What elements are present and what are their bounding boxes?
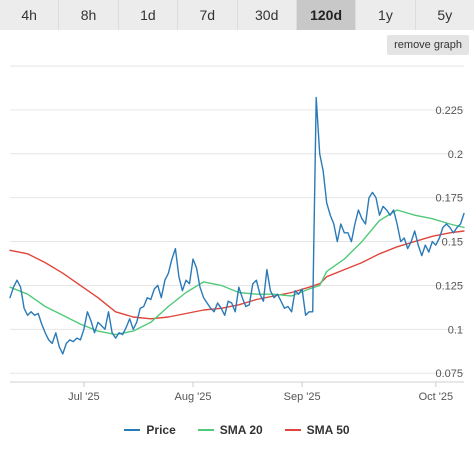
legend-label: SMA 20 (219, 423, 263, 437)
legend-label: SMA 50 (306, 423, 350, 437)
chart-legend: Price SMA 20 SMA 50 (0, 420, 474, 440)
tab-1y[interactable]: 1y (356, 0, 416, 30)
legend-item-sma-20[interactable]: SMA 20 (197, 420, 263, 440)
series-line-price (9, 96, 465, 355)
y-tick-label: 0.2 (448, 149, 463, 161)
x-tick-label: Aug '25 (175, 391, 212, 403)
legend-label: Price (146, 423, 176, 437)
tab-5y[interactable]: 5y (415, 0, 474, 30)
tab-7d[interactable]: 7d (178, 0, 238, 30)
y-tick-label: 0.125 (435, 280, 463, 292)
tab-1d[interactable]: 1d (118, 0, 179, 30)
legend-swatch (197, 429, 214, 431)
legend-item-price[interactable]: Price (124, 420, 176, 440)
series-line-sma-50 (9, 230, 465, 320)
tab-30d[interactable]: 30d (237, 0, 297, 30)
tab-120d[interactable]: 120d (296, 0, 357, 30)
legend-swatch (124, 429, 141, 431)
x-tick-label: Oct '25 (419, 391, 454, 403)
remove-graph-button[interactable]: remove graph (387, 35, 469, 55)
x-tick-label: Jul '25 (68, 391, 99, 403)
y-tick-label: 0.1 (448, 324, 463, 336)
x-tick-label: Sep '25 (284, 391, 321, 403)
y-tick-label: 0.175 (435, 193, 463, 205)
y-tick-label: 0.075 (435, 368, 463, 380)
series-line-sma-20 (9, 209, 465, 336)
y-tick-label: 0.225 (435, 105, 463, 117)
legend-item-sma-50[interactable]: SMA 50 (284, 420, 350, 440)
price-chart: 0.075 0.1 0.125 0.15 0.175 0.2 0.225 Jul '25 Aug… (9, 65, 465, 403)
legend-swatch (284, 429, 301, 431)
timeframe-tabs: 4h 8h 1d 7d 30d 120d 1y 5y (0, 0, 474, 30)
y-tick-label: 0.15 (442, 237, 463, 249)
tab-4h[interactable]: 4h (0, 0, 60, 30)
tab-8h[interactable]: 8h (59, 0, 119, 30)
